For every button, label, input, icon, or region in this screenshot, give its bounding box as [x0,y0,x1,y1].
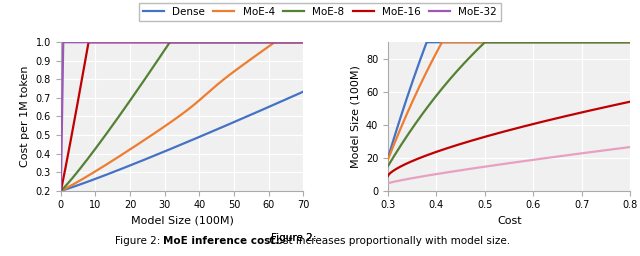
Text: Cost increases proportionally with model size.: Cost increases proportionally with model… [266,236,509,246]
Text: Figure 2:: Figure 2: [271,233,320,243]
Y-axis label: Model Size (100M): Model Size (100M) [350,65,360,168]
X-axis label: Model Size (100M): Model Size (100M) [131,216,234,226]
Y-axis label: Cost per 1M token: Cost per 1M token [20,66,30,167]
Text: Figure 2:: Figure 2: [271,233,320,243]
Text: Figure 2:: Figure 2: [115,236,164,246]
Text: MoE inference cost.: MoE inference cost. [163,236,280,246]
Legend: Dense, MoE-4, MoE-8, MoE-16, MoE-32: Dense, MoE-4, MoE-8, MoE-16, MoE-32 [139,3,501,21]
X-axis label: Cost: Cost [497,216,522,226]
